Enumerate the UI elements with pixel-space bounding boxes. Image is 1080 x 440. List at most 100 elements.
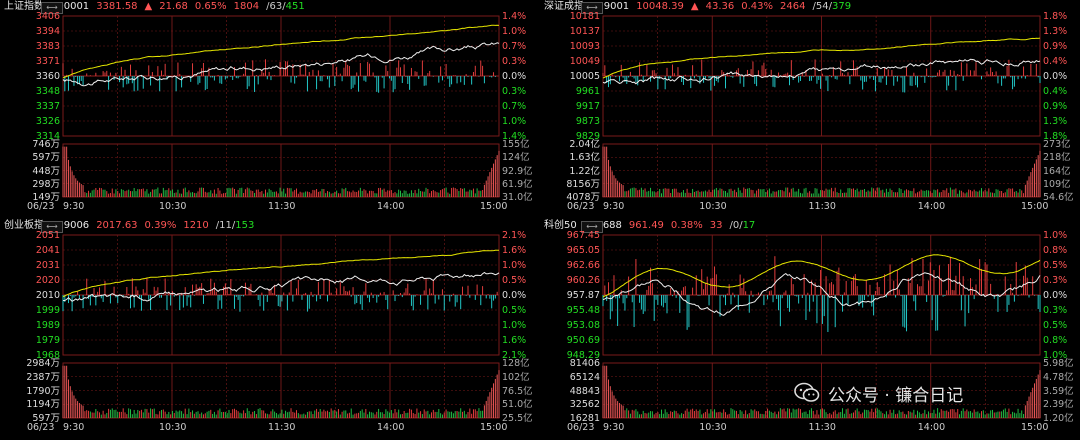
percent-axis-label: 0.5%	[502, 275, 527, 286]
index-panel-000688: 科创50000688961.490.38%33/0/17⟷967.45965.0…	[540, 219, 1080, 440]
price-axis-label: 9873	[575, 116, 600, 127]
price-line	[602, 58, 1041, 85]
percent-axis-label: 0.3%	[502, 86, 527, 97]
index-name: 创业板指	[4, 220, 44, 231]
percent-axis-label: 0.0%	[502, 290, 527, 301]
time-axis-label: 11:30	[808, 201, 836, 212]
amount-axis-label: 2.39亿	[1043, 399, 1074, 411]
time-axis-label: 15:00	[480, 201, 508, 212]
time-axis-label: 9:30	[63, 422, 85, 433]
percent-axis-label: 0.7%	[502, 41, 527, 52]
advancers-count: 33	[709, 220, 723, 231]
percent-axis-label: 1.0%	[502, 116, 527, 127]
index-name: 深证成指	[544, 1, 584, 12]
percent-axis-label: 2.1%	[502, 350, 527, 361]
index-change: 21.68	[159, 1, 188, 12]
percent-axis-label: 0.5%	[1043, 320, 1068, 331]
advancers-count: 2464	[780, 1, 806, 12]
price-axis-label: 955.48	[566, 305, 600, 316]
price-axis-label: 3337	[35, 101, 60, 112]
percent-axis-label: 1.0%	[502, 260, 527, 271]
price-axis-label: 1989	[35, 320, 60, 331]
time-axis-label: 10:30	[699, 422, 727, 433]
percent-axis-label: 0.9%	[1043, 101, 1068, 112]
time-axis-label: 14:00	[377, 422, 405, 433]
time-axis-label: 10:30	[699, 201, 727, 212]
slash: /	[828, 1, 832, 12]
flat-count: 63	[269, 1, 283, 12]
volume-axis-label: 48843	[569, 385, 600, 397]
price-axis-label: 1999	[35, 305, 60, 316]
volume-axis-label: 597万	[32, 152, 60, 164]
time-axis-label: 9:30	[63, 201, 85, 212]
average-price-line	[602, 254, 1041, 298]
index-code: 399001	[591, 1, 630, 12]
percent-axis-label: 0.8%	[1043, 335, 1068, 346]
percent-axis-label: 0.3%	[1043, 275, 1068, 286]
amount-axis-label: 109亿	[1043, 178, 1071, 190]
expand-toggle-button[interactable]: ⟷	[41, 2, 63, 14]
volume-axis-label: 16281	[569, 413, 600, 424]
intraday-chart	[602, 15, 1041, 198]
slash: /	[266, 1, 270, 12]
volume-axis-label: 1.63亿	[569, 152, 600, 164]
time-axis-label: 15:00	[480, 422, 508, 433]
date-label: 06/23	[567, 422, 595, 433]
time-axis-label: 11:30	[808, 422, 836, 433]
price-axis-label: 965.05	[566, 245, 600, 256]
volume-axis-label: 65124	[569, 371, 600, 383]
percent-axis-label: 1.6%	[502, 335, 527, 346]
time-axis-label: 14:00	[917, 201, 946, 212]
decliners-count: 379	[831, 1, 852, 12]
price-axis-label: 2020	[35, 275, 60, 286]
amount-axis-label: 155亿	[502, 139, 530, 150]
volume-axis-label: 149万	[32, 192, 60, 203]
amount-axis-label: 92.9亿	[502, 165, 533, 177]
price-axis-label: 9829	[575, 131, 600, 142]
average-price-line	[62, 24, 500, 79]
change-arrow: ▲	[144, 1, 153, 12]
time-axis-label: 14:00	[377, 201, 405, 212]
decliners-count: 153	[235, 220, 255, 231]
intraday-chart	[602, 234, 1041, 419]
amount-axis-label: 164亿	[1043, 165, 1071, 177]
percent-axis-label: 0.5%	[502, 305, 527, 316]
date-label: 06/23	[27, 201, 55, 212]
expand-toggle-button[interactable]: ⟷	[41, 221, 63, 233]
price-axis-label: 3394	[35, 26, 60, 37]
price-axis-label: 1968	[35, 350, 60, 361]
percent-axis-label: 0.4%	[1043, 86, 1068, 97]
amount-axis-label: 76.5亿	[502, 385, 533, 397]
intraday-chart	[62, 234, 500, 419]
slash: /	[729, 220, 733, 231]
volume-axis-label: 1.22亿	[569, 165, 600, 177]
amount-axis-label: 102亿	[502, 371, 530, 383]
expand-toggle-button[interactable]: ⟷	[581, 221, 603, 233]
time-axis-label: 10:30	[159, 422, 187, 433]
price-axis-label: 10181	[569, 11, 600, 22]
amount-axis-label: 31.0亿	[502, 192, 533, 203]
price-axis-label: 1979	[35, 335, 60, 346]
price-axis-label: 2051	[35, 230, 60, 241]
price-axis-label: 962.66	[566, 260, 600, 271]
slash: /	[231, 220, 236, 231]
percent-axis-label: 1.0%	[1043, 230, 1068, 241]
expand-toggle-button[interactable]: ⟷	[581, 2, 603, 14]
advancers-count: 1804	[233, 1, 260, 12]
advancers-count: 1210	[183, 220, 209, 231]
price-axis-label: 948.29	[566, 350, 600, 361]
price-axis-label: 967.45	[566, 230, 600, 241]
amount-axis-label: 61.9亿	[502, 178, 533, 190]
volume-axis-label: 746万	[32, 139, 60, 150]
index-percent: 0.65%	[194, 1, 227, 12]
price-axis-label: 2041	[35, 245, 60, 256]
volume-axis-label: 2.04亿	[569, 139, 600, 150]
average-price-line	[62, 249, 499, 298]
amount-axis-label: 128亿	[502, 358, 530, 369]
wechat-icon	[794, 382, 820, 404]
slash: /	[282, 1, 286, 12]
price-line	[62, 42, 500, 87]
percent-axis-label: 1.3%	[1043, 116, 1068, 127]
volume-axis-label: 1790万	[26, 385, 60, 397]
amount-axis-label: 4.78亿	[1043, 371, 1074, 383]
